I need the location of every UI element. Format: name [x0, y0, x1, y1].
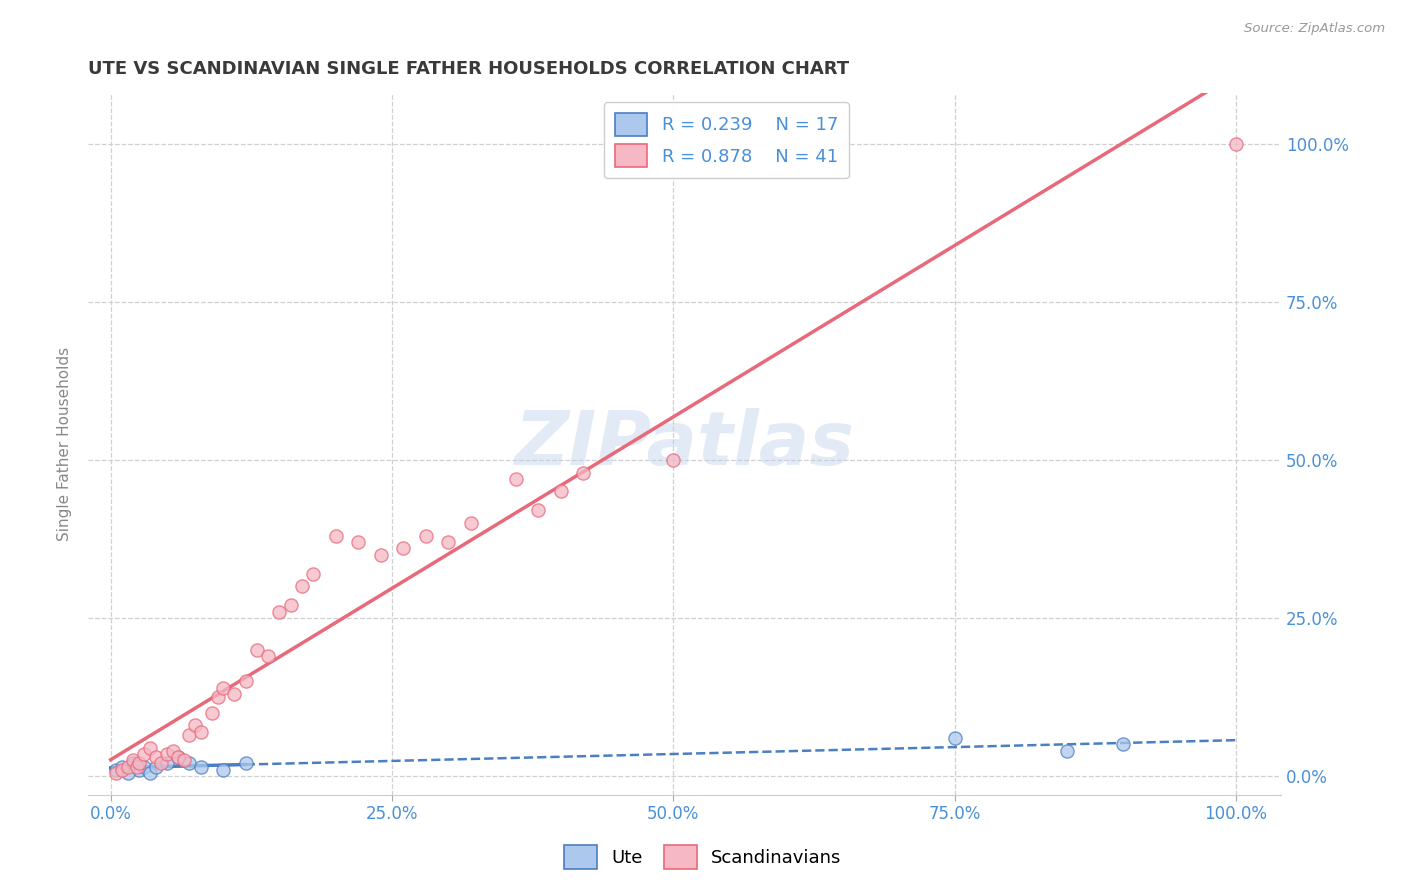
Point: [156, 747, 179, 761]
Point: [505, 472, 527, 486]
Text: Source: ZipAtlas.com: Source: ZipAtlas.com: [1244, 22, 1385, 36]
Point: [167, 750, 190, 764]
Point: [280, 599, 302, 613]
Point: [139, 740, 162, 755]
Point: [117, 766, 139, 780]
Point: [190, 724, 212, 739]
Point: [370, 548, 392, 562]
Point: [246, 642, 269, 657]
Point: [117, 759, 139, 773]
Point: [111, 763, 134, 777]
Point: [167, 750, 190, 764]
Legend: R = 0.239    N = 17, R = 0.878    N = 41: R = 0.239 N = 17, R = 0.878 N = 41: [603, 102, 849, 178]
Point: [162, 744, 184, 758]
Point: [150, 756, 173, 771]
Point: [325, 529, 347, 543]
Point: [662, 453, 685, 467]
Text: UTE VS SCANDINAVIAN SINGLE FATHER HOUSEHOLDS CORRELATION CHART: UTE VS SCANDINAVIAN SINGLE FATHER HOUSEH…: [89, 60, 849, 78]
Point: [122, 756, 145, 771]
Point: [460, 516, 482, 530]
Point: [134, 747, 156, 761]
Point: [105, 763, 128, 777]
Point: [212, 763, 235, 777]
Point: [190, 759, 212, 773]
Point: [572, 466, 595, 480]
Point: [527, 503, 550, 517]
Point: [184, 718, 207, 732]
Point: [235, 756, 257, 771]
Point: [173, 753, 195, 767]
Point: [134, 759, 156, 773]
Point: [269, 605, 291, 619]
Point: [224, 687, 246, 701]
Point: [437, 535, 460, 549]
Point: [139, 766, 162, 780]
Y-axis label: Single Father Households: Single Father Households: [58, 347, 72, 541]
Point: [392, 541, 415, 556]
Point: [111, 759, 134, 773]
Point: [125, 759, 148, 773]
Point: [128, 763, 150, 777]
Text: ZIPatlas: ZIPatlas: [515, 408, 855, 481]
Point: [212, 681, 235, 695]
Point: [179, 728, 201, 742]
Point: [943, 731, 966, 746]
Point: [145, 759, 167, 773]
Point: [105, 766, 128, 780]
Point: [207, 690, 229, 704]
Point: [257, 648, 280, 663]
Point: [302, 566, 325, 581]
Point: [1056, 744, 1078, 758]
Point: [1112, 738, 1135, 752]
Point: [415, 529, 437, 543]
Point: [145, 750, 167, 764]
Legend: Ute, Scandinavians: Ute, Scandinavians: [557, 838, 849, 876]
Point: [128, 756, 150, 771]
Point: [179, 756, 201, 771]
Point: [291, 579, 314, 593]
Point: [347, 535, 370, 549]
Point: [235, 674, 257, 689]
Point: [156, 756, 179, 771]
Point: [122, 753, 145, 767]
Point: [201, 706, 224, 720]
Point: [550, 484, 572, 499]
Point: [1225, 136, 1247, 151]
